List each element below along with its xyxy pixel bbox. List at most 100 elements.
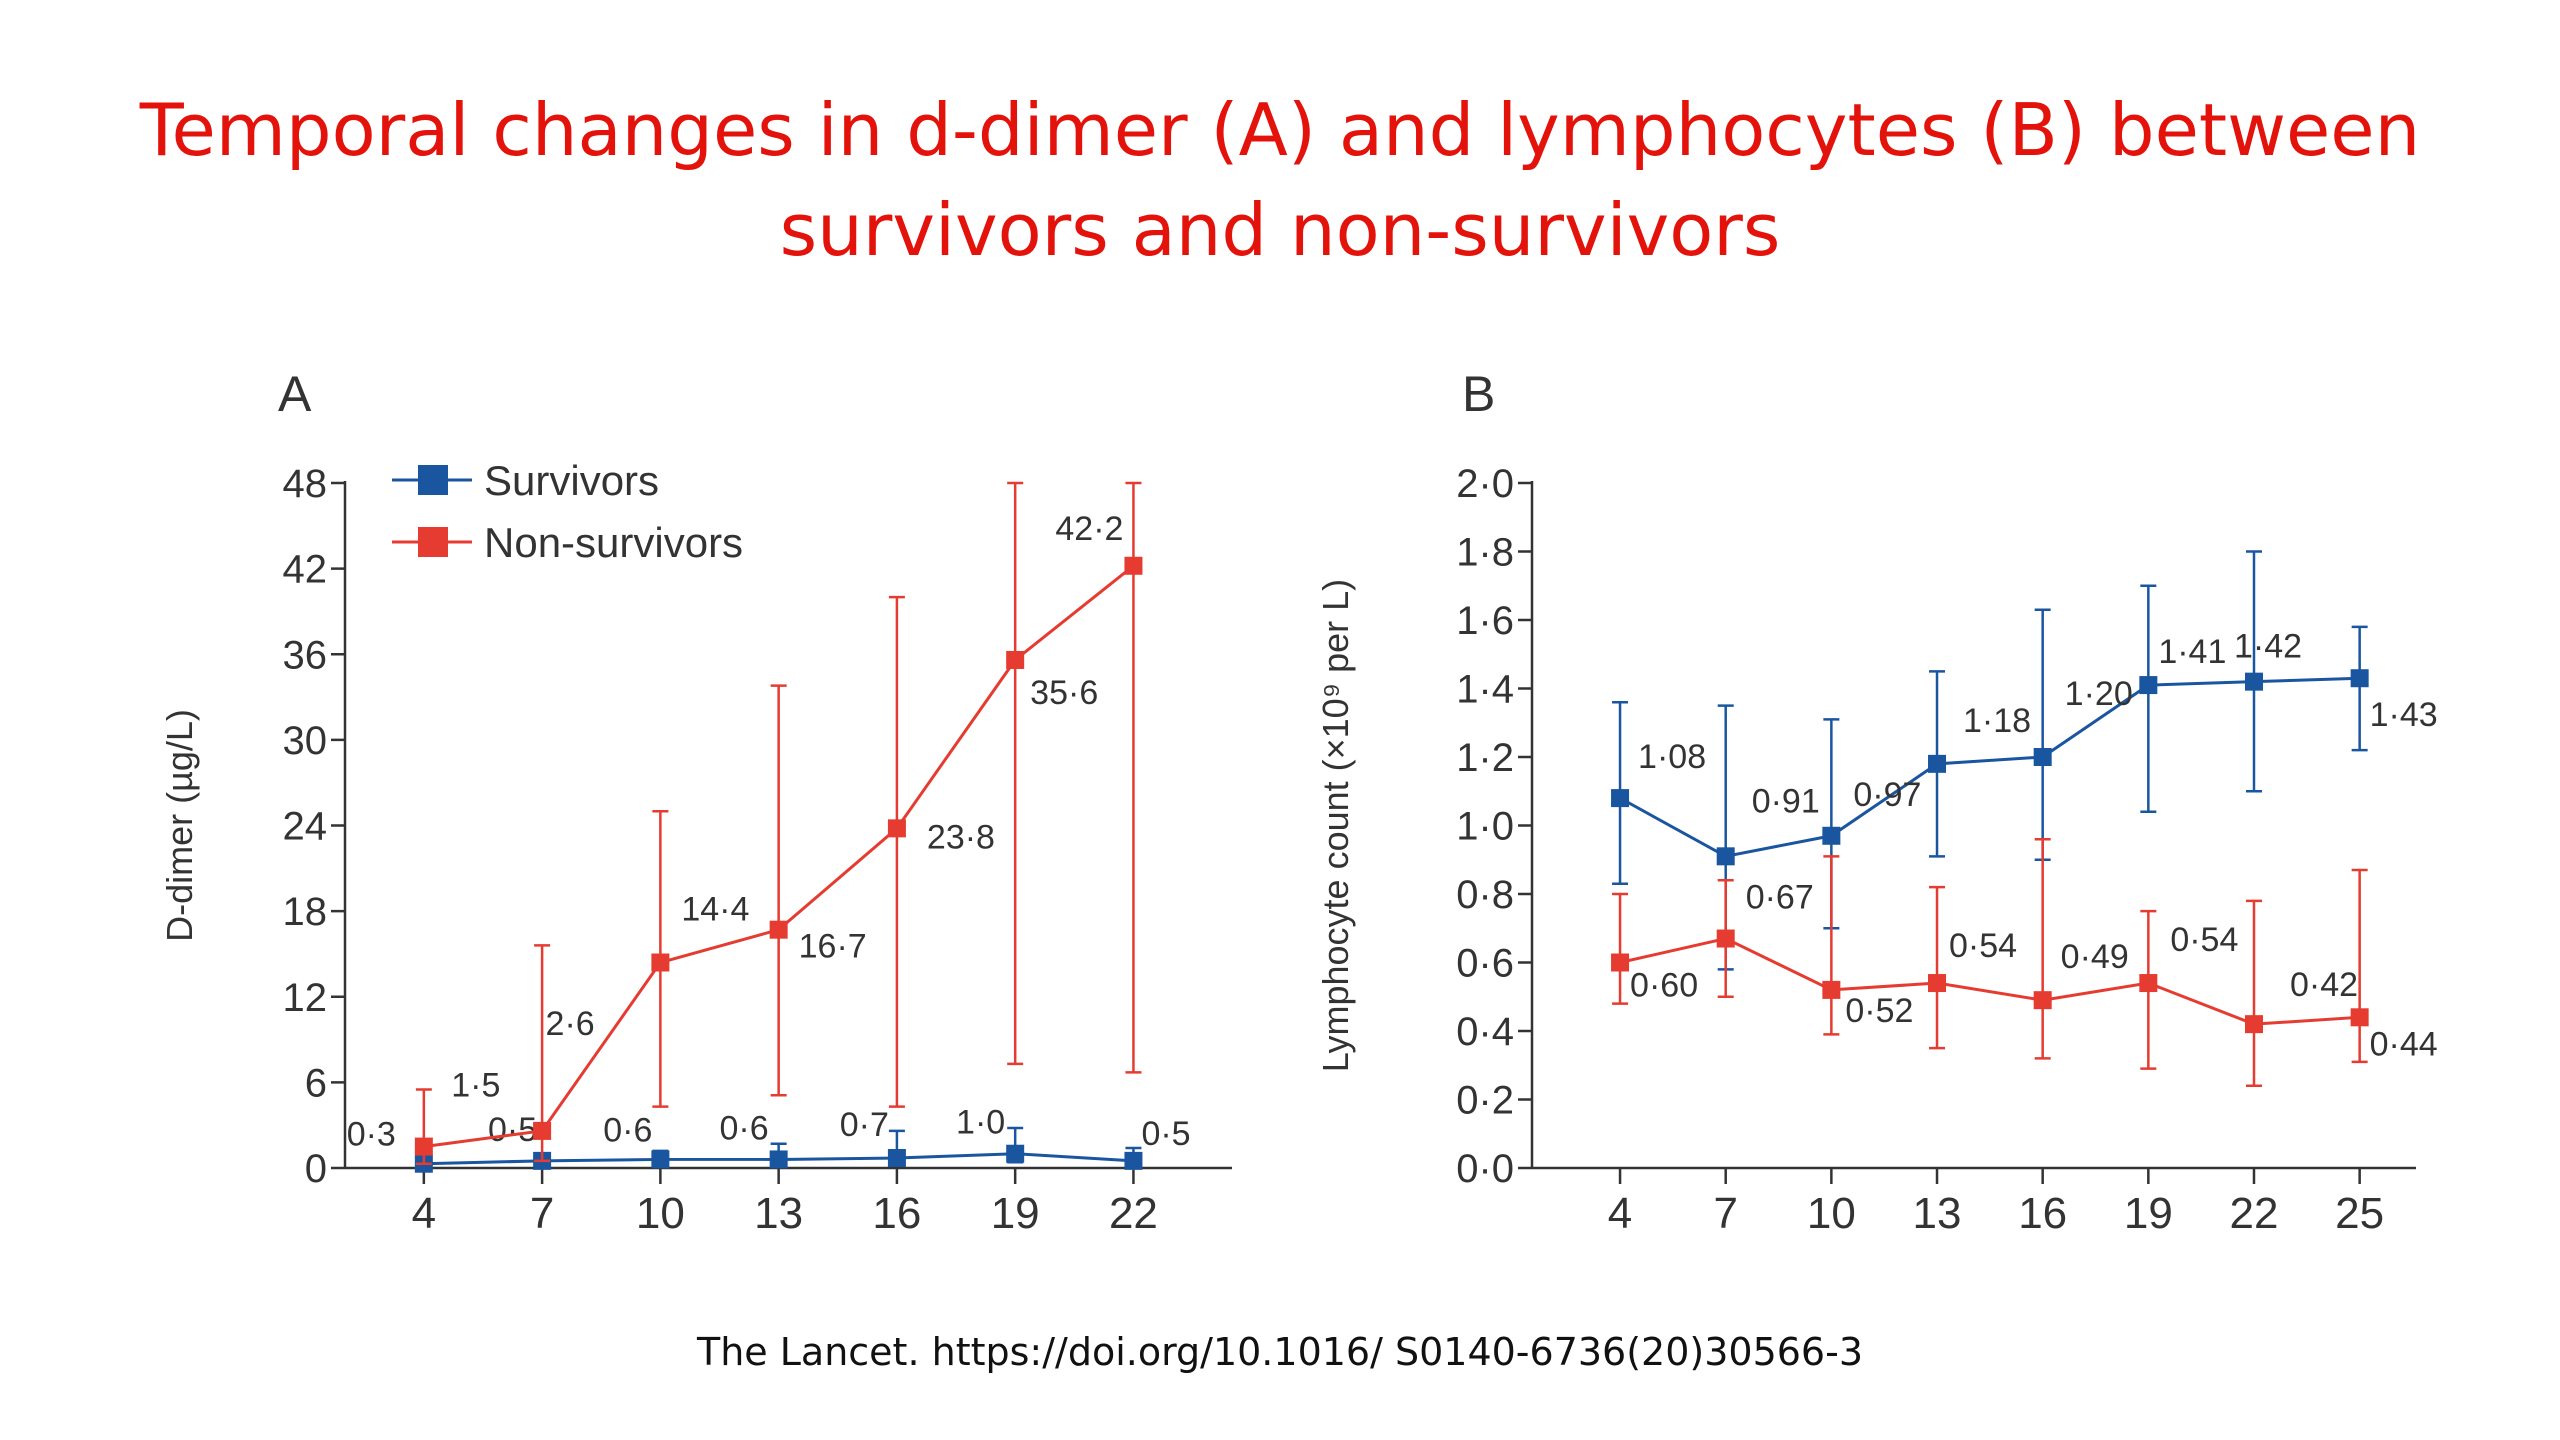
panel-label-a: A bbox=[278, 366, 312, 422]
data-label: 0·5 bbox=[488, 1111, 537, 1149]
data-label: 0·5 bbox=[1141, 1115, 1190, 1153]
data-point bbox=[651, 953, 670, 972]
data-label: 0·6 bbox=[720, 1109, 769, 1147]
x-tick-label: 25 bbox=[2335, 1189, 2384, 1238]
data-point bbox=[1006, 1144, 1025, 1163]
data-label: 0·52 bbox=[1845, 992, 1913, 1030]
series-line-0 bbox=[1619, 676, 2360, 858]
y-tick-label: 0·8 bbox=[1456, 873, 1514, 917]
data-point bbox=[1822, 826, 1841, 845]
y-tick-label: 1·4 bbox=[1456, 668, 1514, 712]
legend-label: Survivors bbox=[484, 457, 659, 504]
data-label: 2·6 bbox=[546, 1005, 595, 1043]
x-tick-label: 10 bbox=[1807, 1189, 1856, 1238]
y-tick-label: 1·6 bbox=[1456, 599, 1514, 643]
legend-marker bbox=[418, 465, 448, 495]
series-line-1 bbox=[1619, 936, 2360, 1026]
chart-b: 0·0 0·2 0·4 0·6 0·8 1·0 1·2 1·4 1·6 1·8 2·0 4 7 10 13 1… bbox=[1315, 462, 2438, 1238]
y-tick-label: 42 bbox=[283, 548, 328, 592]
y-tick-label: 48 bbox=[283, 462, 328, 506]
legend-label: Non-survivors bbox=[484, 519, 743, 566]
data-label: 0·54 bbox=[2170, 921, 2238, 959]
slide-title: Temporal changes in d-dimer (A) and lymp… bbox=[130, 80, 2430, 280]
y-tick-label: 0·0 bbox=[1456, 1147, 1514, 1191]
data-label: 1·41 bbox=[2158, 633, 2226, 671]
x-tick-label: 4 bbox=[412, 1189, 436, 1238]
data-point bbox=[2033, 991, 2052, 1010]
x-tick-label: 22 bbox=[1109, 1189, 1158, 1238]
y-axis-label: D-dimer (µg/L) bbox=[159, 709, 200, 942]
x-tick-label: 16 bbox=[872, 1189, 921, 1238]
panel-label-b: B bbox=[1462, 366, 1496, 422]
y-tick-label: 1·0 bbox=[1456, 805, 1514, 849]
x-tick-label: 13 bbox=[754, 1189, 803, 1238]
x-tick-label: 16 bbox=[2018, 1189, 2067, 1238]
y-tick-label: 0·6 bbox=[1456, 942, 1514, 986]
data-label: 0·42 bbox=[2290, 966, 2358, 1004]
y-axis-label: Lymphocyte count (×10⁹ per L) bbox=[1315, 579, 1356, 1072]
y-tick-label: 2·0 bbox=[1456, 462, 1514, 506]
data-label: 0·97 bbox=[1853, 776, 1921, 814]
y-tick-label: 18 bbox=[283, 890, 328, 934]
data-point bbox=[533, 1121, 552, 1140]
y-tick-label: 0·2 bbox=[1456, 1079, 1514, 1123]
data-label: 35·6 bbox=[1030, 674, 1098, 712]
data-point bbox=[1716, 929, 1735, 948]
data-point bbox=[1928, 754, 1947, 773]
data-label: 1·43 bbox=[2370, 696, 2438, 734]
data-point bbox=[887, 1149, 906, 1168]
data-point bbox=[887, 819, 906, 838]
legend-marker bbox=[418, 527, 448, 557]
y-tick-label: 1·8 bbox=[1456, 531, 1514, 575]
data-point bbox=[1822, 980, 1841, 999]
data-point bbox=[2139, 676, 2158, 695]
data-point bbox=[651, 1150, 670, 1169]
data-label: 1·08 bbox=[1638, 738, 1706, 776]
y-tick-label: 12 bbox=[283, 976, 328, 1020]
data-label: 42·2 bbox=[1055, 510, 1123, 548]
data-label: 0·6 bbox=[603, 1111, 652, 1149]
y-tick-label: 0·4 bbox=[1456, 1010, 1514, 1054]
citation: The Lancet. https://doi.org/10.1016/ S01… bbox=[696, 1330, 1863, 1374]
data-label: 0·54 bbox=[1949, 927, 2017, 965]
y-tick-label: 6 bbox=[305, 1061, 327, 1105]
y-tick-label: 0 bbox=[305, 1147, 327, 1191]
data-label: 0·67 bbox=[1746, 879, 1814, 917]
title-line-2: survivors and non-survivors bbox=[779, 188, 1781, 272]
x-tick-label: 13 bbox=[1913, 1189, 1962, 1238]
data-point bbox=[2139, 974, 2158, 993]
y-tick-label: 24 bbox=[283, 805, 328, 849]
data-label: 0·7 bbox=[840, 1106, 889, 1144]
data-label: 1·20 bbox=[2065, 675, 2133, 713]
data-label: 0·3 bbox=[347, 1116, 396, 1154]
data-label: 0·44 bbox=[2370, 1025, 2438, 1063]
data-point bbox=[2244, 1015, 2263, 1034]
x-tick-label: 10 bbox=[636, 1189, 685, 1238]
data-label: 16·7 bbox=[799, 928, 867, 966]
data-label: 0·91 bbox=[1752, 782, 1820, 820]
y-tick-label: 36 bbox=[283, 633, 328, 677]
data-point bbox=[769, 920, 788, 939]
x-tick-label: 19 bbox=[991, 1189, 1040, 1238]
x-tick-label: 7 bbox=[1713, 1189, 1737, 1238]
data-point bbox=[1716, 847, 1735, 866]
data-point bbox=[1006, 650, 1025, 669]
y-tick-label: 30 bbox=[283, 719, 328, 763]
data-point bbox=[414, 1137, 433, 1156]
data-point bbox=[2033, 748, 2052, 766]
data-label: 23·8 bbox=[927, 818, 995, 856]
data-label: 1·0 bbox=[956, 1104, 1005, 1142]
y-tick-label: 1·2 bbox=[1456, 736, 1514, 780]
data-point bbox=[1611, 953, 1630, 972]
data-label: 1·42 bbox=[2234, 628, 2302, 666]
x-tick-label: 7 bbox=[530, 1189, 554, 1238]
data-point bbox=[2350, 1008, 2369, 1027]
data-label: 1·5 bbox=[451, 1067, 500, 1105]
data-point bbox=[769, 1150, 788, 1169]
x-tick-label: 4 bbox=[1608, 1189, 1632, 1238]
data-label: 0·49 bbox=[2061, 938, 2129, 976]
data-point bbox=[1928, 974, 1947, 993]
data-point bbox=[2350, 669, 2369, 688]
data-point bbox=[1124, 1151, 1143, 1170]
